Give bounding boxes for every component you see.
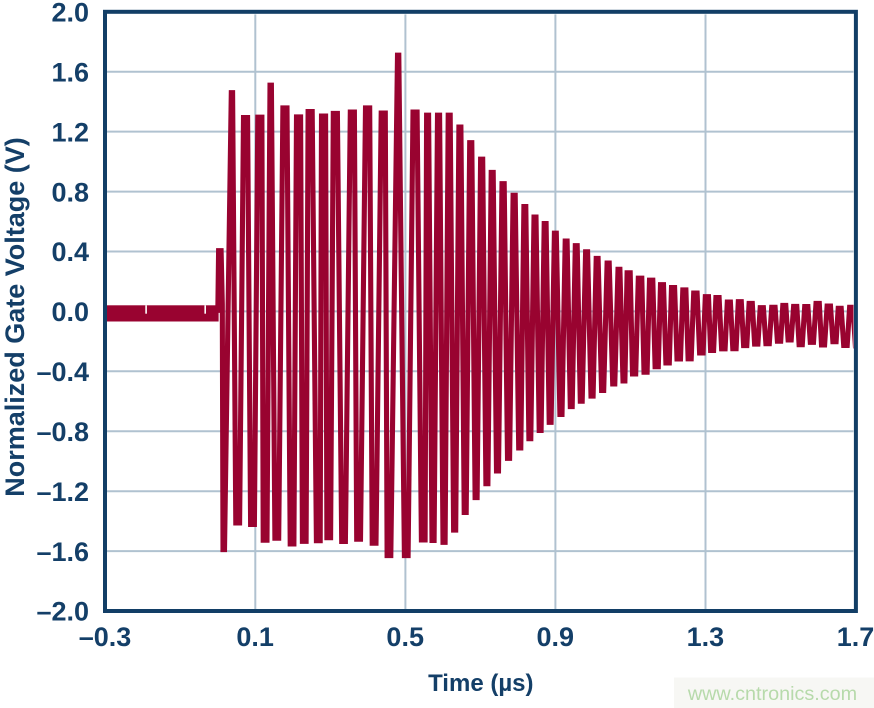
- svg-text:0.4: 0.4: [51, 237, 89, 267]
- svg-text:Normalized Gate Voltage (V): Normalized Gate Voltage (V): [0, 137, 30, 497]
- svg-text:1.7: 1.7: [837, 622, 874, 652]
- svg-text:–1.6: –1.6: [36, 537, 89, 567]
- svg-text:–2.0: –2.0: [36, 597, 89, 627]
- svg-text:0.1: 0.1: [236, 622, 274, 652]
- svg-text:0.8: 0.8: [51, 177, 89, 207]
- svg-text:–0.3: –0.3: [79, 622, 132, 652]
- svg-text:0.5: 0.5: [386, 622, 424, 652]
- svg-text:www.cntronics.com: www.cntronics.com: [687, 683, 857, 705]
- svg-text:–0.8: –0.8: [36, 417, 89, 447]
- svg-text:–0.4: –0.4: [36, 357, 89, 387]
- svg-text:Time (µs): Time (µs): [428, 670, 533, 697]
- svg-text:–1.2: –1.2: [36, 477, 89, 507]
- svg-text:0.9: 0.9: [537, 622, 575, 652]
- svg-text:0.0: 0.0: [51, 297, 89, 327]
- svg-text:2.0: 2.0: [51, 0, 89, 28]
- svg-text:1.2: 1.2: [51, 117, 89, 147]
- svg-text:1.3: 1.3: [687, 622, 725, 652]
- svg-text:1.6: 1.6: [51, 57, 89, 87]
